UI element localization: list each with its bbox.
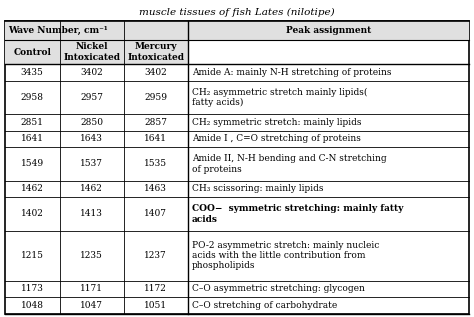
Bar <box>5 40 188 64</box>
Text: 1173: 1173 <box>21 284 44 293</box>
Bar <box>188 21 469 40</box>
Text: 2959: 2959 <box>144 93 167 102</box>
Text: 1535: 1535 <box>144 159 167 168</box>
Text: 3402: 3402 <box>145 68 167 77</box>
Text: Peak assignment: Peak assignment <box>286 26 371 35</box>
Text: 1051: 1051 <box>144 301 167 310</box>
Text: 2957: 2957 <box>80 93 103 102</box>
Text: C–O asymmetric stretching: glycogen: C–O asymmetric stretching: glycogen <box>191 284 365 293</box>
Text: 1537: 1537 <box>80 159 103 168</box>
Text: 2958: 2958 <box>21 93 44 102</box>
Text: 1402: 1402 <box>21 210 44 218</box>
Text: Wave Number, cm⁻¹: Wave Number, cm⁻¹ <box>9 26 108 35</box>
Text: 1048: 1048 <box>21 301 44 310</box>
Text: CH₃ scissoring: mainly lipids: CH₃ scissoring: mainly lipids <box>191 184 323 193</box>
Text: 1407: 1407 <box>144 210 167 218</box>
Text: C–O stretching of carbohydrate: C–O stretching of carbohydrate <box>191 301 337 310</box>
Text: 1235: 1235 <box>80 251 103 260</box>
Text: 2851: 2851 <box>21 118 44 127</box>
Text: 1463: 1463 <box>144 184 167 193</box>
Text: 1641: 1641 <box>21 134 44 144</box>
Text: 1462: 1462 <box>21 184 44 193</box>
Text: 2857: 2857 <box>144 118 167 127</box>
Text: CH₂ symmetric stretch: mainly lipids: CH₂ symmetric stretch: mainly lipids <box>191 118 361 127</box>
Text: muscle tissues of fish Lates (nilotipe): muscle tissues of fish Lates (nilotipe) <box>139 8 335 17</box>
Text: 1047: 1047 <box>80 301 103 310</box>
Text: 1172: 1172 <box>144 284 167 293</box>
Text: 1641: 1641 <box>144 134 167 144</box>
Text: 3402: 3402 <box>80 68 103 77</box>
Text: Mercury
Intoxicated: Mercury Intoxicated <box>127 42 184 62</box>
Text: COO−  symmetric stretching: mainly fatty
acids: COO− symmetric stretching: mainly fatty … <box>191 204 403 223</box>
Text: Amide A: mainly N-H stretching of proteins: Amide A: mainly N-H stretching of protei… <box>191 68 391 77</box>
Text: 1549: 1549 <box>20 159 44 168</box>
Text: 2850: 2850 <box>80 118 103 127</box>
Text: 1215: 1215 <box>21 251 44 260</box>
Bar <box>5 21 188 40</box>
Text: Nickel
Intoxicated: Nickel Intoxicated <box>63 42 120 62</box>
Text: CH₂ asymmetric stretch mainly lipids(
fatty acids): CH₂ asymmetric stretch mainly lipids( fa… <box>191 87 367 107</box>
Text: 1462: 1462 <box>80 184 103 193</box>
Text: Amide I , C=O stretching of proteins: Amide I , C=O stretching of proteins <box>191 134 360 144</box>
Text: 1237: 1237 <box>145 251 167 260</box>
Text: 1171: 1171 <box>80 284 103 293</box>
Text: 1413: 1413 <box>80 210 103 218</box>
Text: 1643: 1643 <box>80 134 103 144</box>
Text: Amide II, N-H bending and C-N stretching
of proteins: Amide II, N-H bending and C-N stretching… <box>191 154 386 174</box>
Text: Control: Control <box>13 48 51 57</box>
Text: PO-2 asymmetric stretch: mainly nucleic
acids with the little contribution from
: PO-2 asymmetric stretch: mainly nucleic … <box>191 241 379 270</box>
Text: 3435: 3435 <box>21 68 44 77</box>
